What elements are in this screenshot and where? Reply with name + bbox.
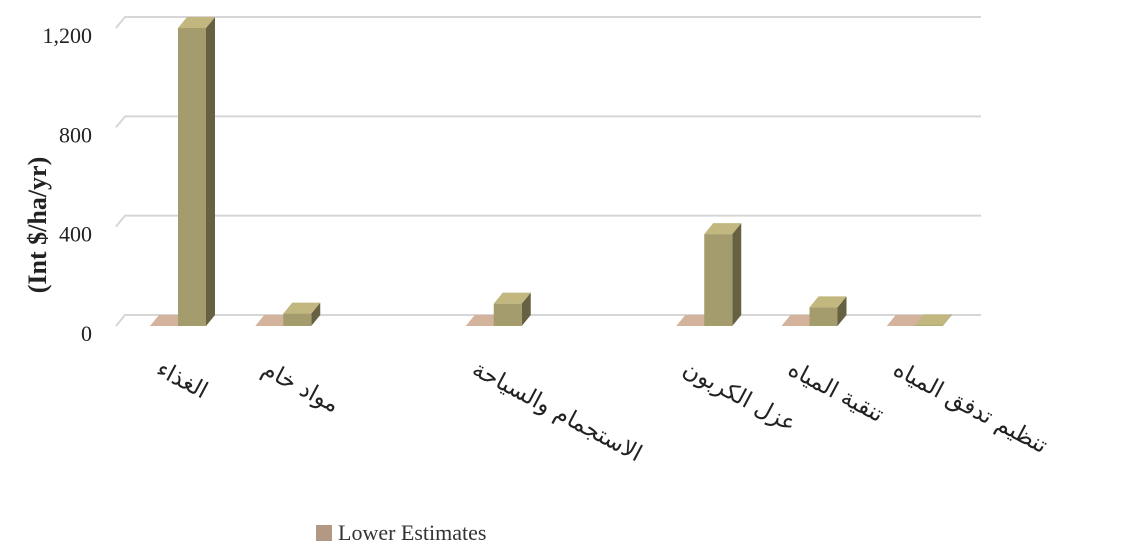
grid-line xyxy=(115,214,981,228)
bar-face xyxy=(704,223,742,235)
bar xyxy=(781,315,819,326)
y-tick-label: 1,200 xyxy=(43,23,93,48)
x-tick-label: مواد خام xyxy=(257,356,343,418)
y-tick-label: 0 xyxy=(81,321,92,346)
bar-face xyxy=(283,313,312,326)
bar-face xyxy=(809,296,847,308)
bar-face xyxy=(465,315,503,326)
bar-face xyxy=(311,302,321,326)
bar-face xyxy=(732,223,742,326)
bar-face xyxy=(178,17,215,28)
bar-face xyxy=(255,315,293,326)
bar xyxy=(465,315,503,326)
bar-face xyxy=(521,292,531,326)
bar-face xyxy=(837,296,847,326)
legend-swatch xyxy=(316,525,332,541)
bar xyxy=(886,315,924,326)
bar-face xyxy=(150,315,187,326)
bar-face xyxy=(493,292,531,304)
y-tick-label: 400 xyxy=(59,222,92,247)
x-tick-label: تنظيم تدفق المياه xyxy=(889,356,1052,459)
y-axis-label: (Int $/ha/yr) xyxy=(23,157,52,294)
x-tick-label: الغذاء xyxy=(152,356,212,404)
bar-face xyxy=(781,315,819,326)
grid-line xyxy=(115,115,981,128)
grid-line xyxy=(115,314,981,327)
bar-face xyxy=(809,307,838,326)
grid-line xyxy=(115,16,981,29)
bar xyxy=(914,314,952,326)
x-tick-label: عزل الكربون xyxy=(678,356,800,437)
bar-face xyxy=(914,314,952,326)
bar-face xyxy=(283,302,321,314)
bar xyxy=(283,302,321,326)
bar-face xyxy=(704,234,733,326)
bar xyxy=(178,17,215,326)
bar-face xyxy=(206,17,215,326)
bar xyxy=(150,315,187,326)
legend-label: Lower Estimates xyxy=(338,520,486,545)
bar xyxy=(255,315,293,326)
bar-face xyxy=(493,303,522,326)
x-tick-label: تنقية المياه xyxy=(784,356,888,428)
bar-face xyxy=(942,314,952,326)
y-tick-label: 800 xyxy=(59,122,92,147)
bar-face xyxy=(178,28,206,326)
bar-face xyxy=(886,315,924,326)
bar xyxy=(493,292,531,326)
bar xyxy=(809,296,847,326)
x-tick-label: الاستجمام والسياحة xyxy=(468,356,646,467)
bar xyxy=(704,223,742,326)
bar-face xyxy=(676,315,714,326)
bar xyxy=(676,315,714,326)
